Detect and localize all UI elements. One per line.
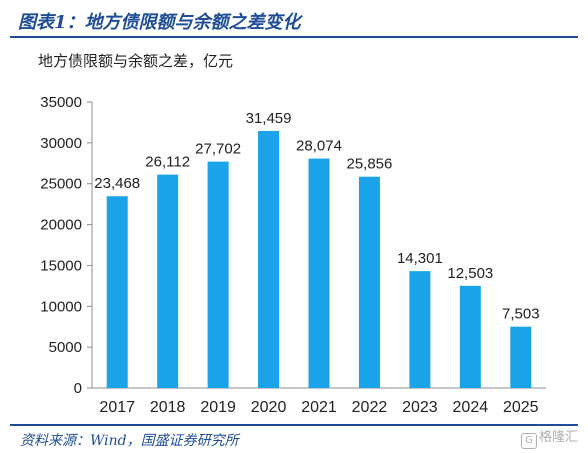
- y-tick-label: 30000: [40, 135, 82, 152]
- x-tick-label: 2020: [251, 399, 287, 416]
- x-tick-label: 2019: [200, 399, 236, 416]
- data-label: 28,074: [296, 138, 342, 155]
- watermark-logo-icon: G: [520, 433, 537, 449]
- data-label: 23,468: [94, 175, 140, 192]
- x-tick-label: 2022: [352, 399, 388, 416]
- bar: [157, 174, 179, 388]
- data-label: 27,702: [195, 141, 241, 158]
- bar: [409, 271, 431, 388]
- data-label: 31,459: [246, 110, 292, 127]
- bar: [510, 326, 532, 388]
- bar: [106, 196, 128, 388]
- bar: [308, 158, 330, 388]
- bar: [258, 130, 280, 388]
- data-label: 25,856: [346, 156, 392, 173]
- data-label: 7,503: [502, 306, 540, 323]
- chart-svg: 0 5000 10000 15000 20000 25000 30000 35000 23,46…: [40, 94, 546, 416]
- source-note: 资料来源：Wind，国盛证券研究所: [20, 433, 239, 449]
- x-tick-label: 2018: [150, 399, 186, 416]
- x-tick-label: 2021: [301, 399, 337, 416]
- footer-divider: [10, 424, 578, 426]
- y-tick-label: 15000: [40, 257, 82, 274]
- figure-footer: 资料来源：Wind，国盛证券研究所 G 格隆汇: [0, 424, 588, 453]
- y-tick-label: 10000: [40, 298, 82, 315]
- y-tick-label: 35000: [40, 94, 82, 111]
- figure-title: 图表1：地方债限额与余额之差变化: [18, 12, 301, 33]
- bar: [459, 285, 481, 388]
- watermark-text: 格隆汇: [538, 430, 578, 445]
- y-tick-label: 25000: [40, 176, 82, 193]
- data-label: 12,503: [447, 265, 493, 282]
- y-tick-label: 0: [74, 380, 82, 397]
- y-tick-label: 20000: [40, 217, 82, 234]
- x-tick-label: 2017: [99, 399, 135, 416]
- bar-chart: 0 5000 10000 15000 20000 25000 30000 35000 23,46…: [0, 80, 588, 430]
- y-tick-label: 5000: [49, 339, 82, 356]
- figure-header: 图表1：地方债限额与余额之差变化: [0, 0, 588, 40]
- x-tick-label: 2025: [503, 399, 539, 416]
- watermark: G 格隆汇: [520, 426, 578, 449]
- x-tick-label: 2024: [453, 399, 489, 416]
- data-label: 26,112: [145, 154, 190, 171]
- x-tick-label: 2023: [402, 399, 438, 416]
- data-label: 14,301: [397, 250, 443, 267]
- unit-label: 地方债限额与余额之差，亿元: [38, 52, 234, 70]
- header-divider: [10, 36, 578, 38]
- bar: [207, 161, 229, 388]
- bar: [358, 176, 380, 388]
